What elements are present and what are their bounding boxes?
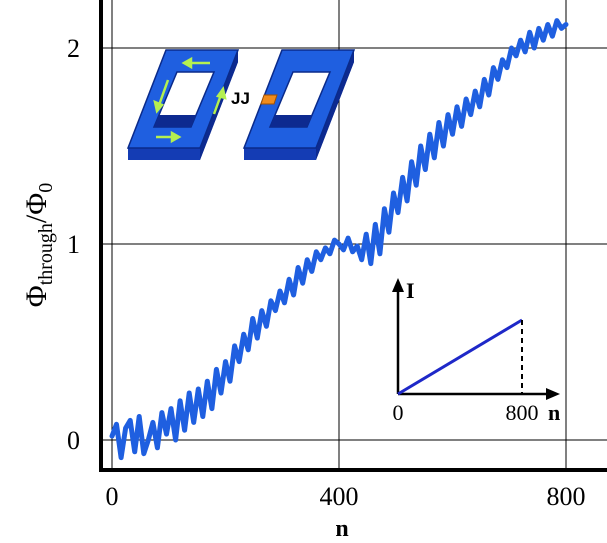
- x-tick-label: 0: [106, 482, 119, 511]
- y-tick-label: 1: [67, 230, 80, 259]
- inset-x-tick-0: 0: [393, 400, 404, 425]
- x-tick-label: 400: [320, 482, 359, 511]
- x-tick-label: 800: [547, 482, 586, 511]
- y-tick-label: 0: [67, 426, 80, 455]
- inset-y-arrow: [392, 278, 404, 292]
- inset-y-label: I: [406, 278, 415, 303]
- y-axis-label: Φthrough/Φ0: [20, 183, 57, 307]
- x-tick-labels: 0 400 800: [106, 482, 586, 511]
- left-ring: [126, 49, 240, 160]
- y-label-sub: through: [35, 223, 57, 285]
- inset-x-arrow: [546, 388, 560, 400]
- y-label-slash: /: [20, 214, 53, 223]
- ring-diagram: JJ: [126, 49, 356, 160]
- series-line: [109, 18, 569, 461]
- x-axis-label: n: [335, 516, 348, 542]
- y-label-phi: Φ: [20, 285, 53, 307]
- junction-label: JJ: [231, 89, 250, 108]
- inset-series-line: [397, 318, 523, 396]
- y-tick-label: 2: [67, 34, 80, 63]
- inset-x-tick-800: 800: [506, 400, 539, 425]
- current-arrows: [153, 56, 227, 144]
- right-ring: [242, 49, 356, 160]
- y-label-den: Φ: [20, 193, 53, 215]
- y-label-den-sub: 0: [35, 183, 57, 193]
- junction: [260, 94, 278, 105]
- inset-x-label: n: [548, 400, 560, 425]
- inset-plot: I n 0 800: [392, 278, 560, 425]
- y-tick-labels: 0 1 2: [67, 34, 80, 455]
